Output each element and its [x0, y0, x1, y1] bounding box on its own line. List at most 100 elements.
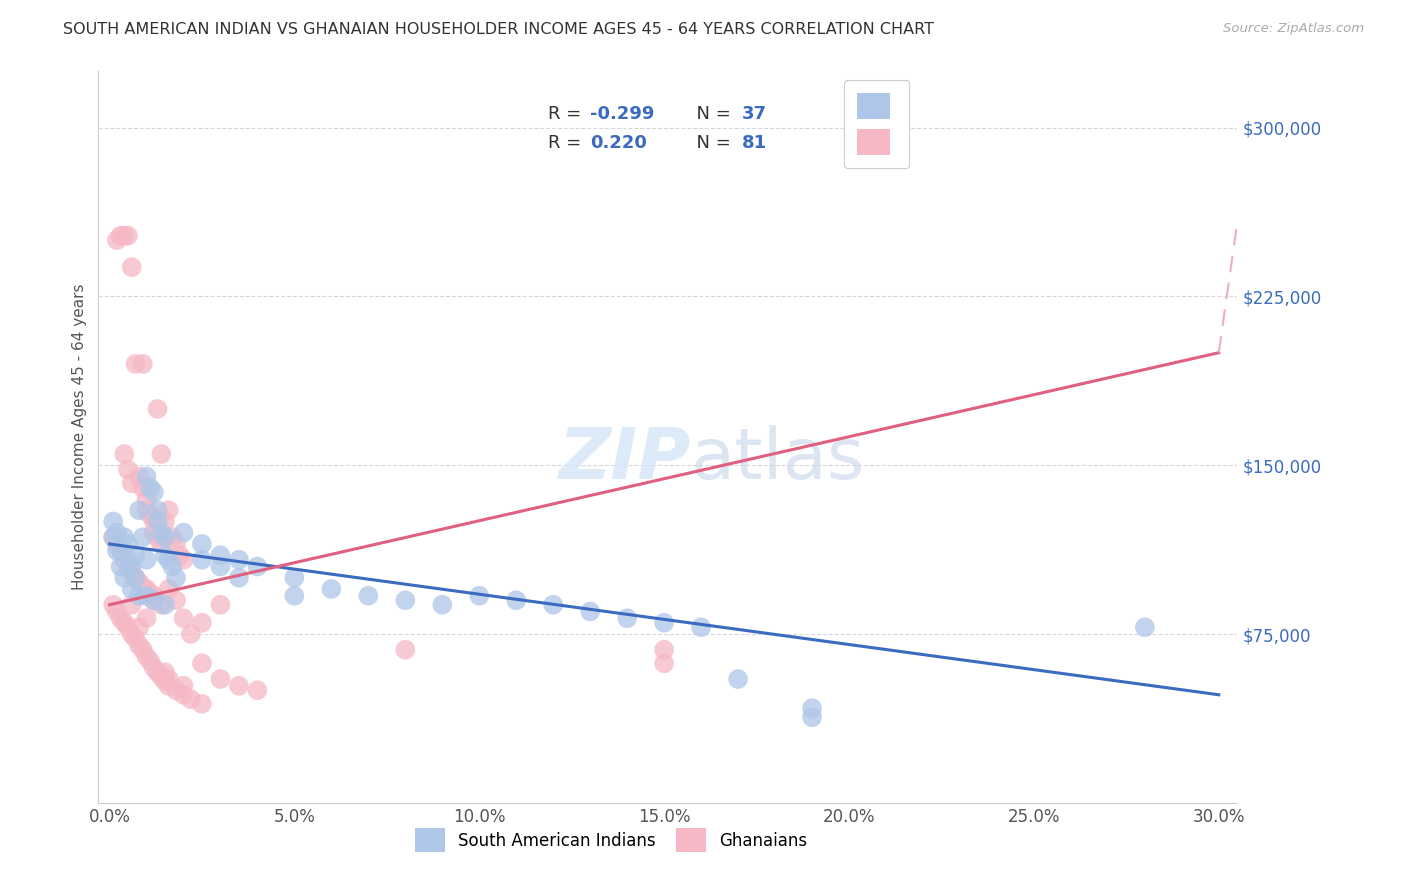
- Point: [228, 553, 250, 567]
- Point: [191, 553, 214, 567]
- Point: [117, 559, 139, 574]
- Text: N =: N =: [685, 105, 737, 123]
- Point: [180, 627, 202, 641]
- Point: [150, 447, 173, 461]
- Point: [157, 503, 180, 517]
- Point: [153, 548, 176, 562]
- Point: [652, 657, 675, 671]
- Point: [110, 543, 132, 558]
- Point: [117, 228, 139, 243]
- Point: [103, 515, 125, 529]
- Point: [105, 537, 128, 551]
- Point: [124, 571, 146, 585]
- Point: [209, 559, 232, 574]
- Point: [110, 228, 132, 243]
- Point: [169, 548, 191, 562]
- Point: [172, 525, 194, 540]
- Point: [139, 481, 162, 495]
- Point: [132, 580, 155, 594]
- Point: [165, 537, 187, 551]
- Point: [105, 233, 128, 247]
- Point: [139, 508, 162, 522]
- Point: [142, 515, 165, 529]
- Point: [135, 611, 157, 625]
- Point: [150, 598, 173, 612]
- Point: [157, 672, 180, 686]
- Point: [142, 593, 165, 607]
- Point: [128, 620, 150, 634]
- Point: [172, 679, 194, 693]
- Point: [103, 598, 125, 612]
- Point: [150, 537, 173, 551]
- Point: [121, 260, 143, 275]
- Point: [146, 515, 169, 529]
- Point: [124, 357, 146, 371]
- Point: [652, 615, 675, 630]
- Point: [690, 620, 713, 634]
- Point: [117, 537, 139, 551]
- Point: [128, 589, 150, 603]
- Text: atlas: atlas: [690, 425, 865, 493]
- Point: [124, 571, 146, 585]
- Point: [128, 469, 150, 483]
- Point: [165, 593, 187, 607]
- Point: [191, 657, 214, 671]
- Point: [121, 582, 143, 596]
- Point: [172, 688, 194, 702]
- Point: [228, 571, 250, 585]
- Point: [128, 503, 150, 517]
- Point: [191, 615, 214, 630]
- Point: [541, 598, 564, 612]
- Text: SOUTH AMERICAN INDIAN VS GHANAIAN HOUSEHOLDER INCOME AGES 45 - 64 YEARS CORRELAT: SOUTH AMERICAN INDIAN VS GHANAIAN HOUSEH…: [63, 22, 934, 37]
- Text: 0.220: 0.220: [591, 134, 647, 153]
- Point: [110, 543, 132, 558]
- Point: [103, 530, 125, 544]
- Point: [121, 598, 143, 612]
- Text: R =: R =: [548, 134, 593, 153]
- Point: [616, 611, 638, 625]
- Point: [112, 447, 135, 461]
- Point: [228, 679, 250, 693]
- Point: [132, 642, 155, 657]
- Text: Source: ZipAtlas.com: Source: ZipAtlas.com: [1223, 22, 1364, 36]
- Point: [321, 582, 343, 596]
- Point: [727, 672, 749, 686]
- Point: [801, 710, 824, 724]
- Point: [153, 674, 176, 689]
- Point: [150, 525, 173, 540]
- Point: [112, 615, 135, 630]
- Point: [209, 672, 232, 686]
- Point: [153, 665, 176, 680]
- Point: [172, 553, 194, 567]
- Point: [117, 463, 139, 477]
- Point: [132, 481, 155, 495]
- Point: [103, 530, 125, 544]
- Point: [112, 571, 135, 585]
- Point: [128, 638, 150, 652]
- Point: [142, 589, 165, 603]
- Point: [142, 485, 165, 500]
- Point: [165, 683, 187, 698]
- Point: [110, 559, 132, 574]
- Point: [112, 553, 135, 567]
- Point: [172, 611, 194, 625]
- Point: [157, 553, 180, 567]
- Legend: South American Indians, Ghanaians: South American Indians, Ghanaians: [406, 820, 815, 860]
- Point: [124, 548, 146, 562]
- Text: -0.299: -0.299: [591, 105, 655, 123]
- Point: [1133, 620, 1156, 634]
- Point: [146, 401, 169, 416]
- Point: [246, 683, 269, 698]
- Point: [135, 469, 157, 483]
- Point: [142, 593, 165, 607]
- Point: [468, 589, 491, 603]
- Point: [105, 525, 128, 540]
- Point: [105, 605, 128, 619]
- Point: [157, 679, 180, 693]
- Point: [121, 476, 143, 491]
- Point: [652, 642, 675, 657]
- Point: [283, 589, 305, 603]
- Point: [153, 515, 176, 529]
- Point: [801, 701, 824, 715]
- Point: [132, 357, 155, 371]
